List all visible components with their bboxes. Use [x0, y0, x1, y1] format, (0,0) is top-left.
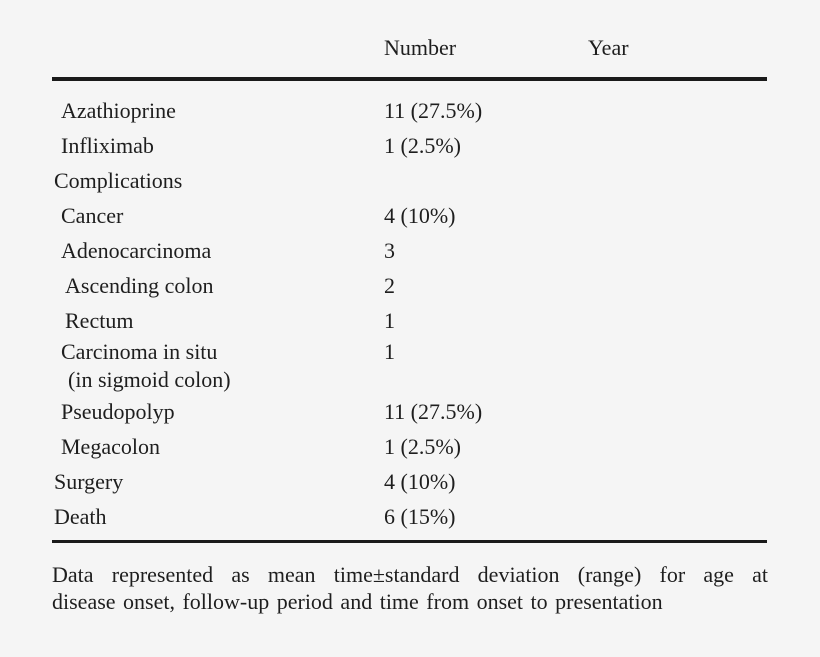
row-year-value: [588, 163, 767, 198]
table-row: Death 6 (15%): [52, 499, 767, 534]
row-label: Azathioprine: [61, 98, 176, 123]
header-spacer: [52, 34, 384, 62]
row-number-value: 6 (15%): [384, 504, 456, 529]
row-year-value: [588, 338, 767, 394]
row-number-value: 3: [384, 238, 395, 263]
row-year-value: [588, 128, 767, 163]
row-year-value: [588, 464, 767, 499]
row-label: Carcinoma in situ (in sigmoid colon): [52, 338, 384, 394]
row-year-value: [588, 429, 767, 464]
row-label: Megacolon: [61, 434, 160, 459]
table-bottom-rule: [52, 540, 767, 543]
table-header-row: Number Year: [52, 0, 767, 62]
row-label: Complications: [54, 168, 183, 193]
row-label: Infliximab: [61, 133, 154, 158]
table-row: Azathioprine 11 (27.5%): [52, 93, 767, 128]
row-number-value: [384, 163, 588, 198]
row-label: Ascending colon: [65, 273, 214, 298]
table-top-rule: [52, 77, 767, 81]
column-header-number: Number: [384, 35, 457, 60]
table-row: Complications: [52, 163, 767, 198]
row-label: Pseudopolyp: [61, 399, 175, 424]
table-row: Adenocarcinoma 3: [52, 233, 767, 268]
row-number-value: 11 (27.5%): [384, 98, 483, 123]
row-number-value: 1 (2.5%): [384, 133, 461, 158]
table-row: Megacolon 1 (2.5%): [52, 429, 767, 464]
row-number-value: 11 (27.5%): [384, 399, 483, 424]
table-row: Surgery 4 (10%): [52, 464, 767, 499]
row-label: Death: [54, 504, 107, 529]
row-year-value: [588, 499, 767, 534]
row-number-value: 2: [384, 273, 395, 298]
row-year-value: [588, 233, 767, 268]
row-number-value: 1 (2.5%): [384, 434, 461, 459]
row-number-value: 4 (10%): [384, 469, 456, 494]
row-number-value: 1: [384, 339, 395, 364]
row-label: Rectum: [65, 308, 134, 333]
row-label-line2: (in sigmoid colon): [68, 367, 231, 392]
row-year-value: [588, 268, 767, 303]
table-row: Pseudopolyp 11 (27.5%): [52, 394, 767, 429]
stats-table: Number Year Azathioprine 11 (27.5%) Infl…: [52, 0, 767, 543]
table-row: Ascending colon 2: [52, 268, 767, 303]
row-label: Surgery: [54, 469, 124, 494]
row-label: Cancer: [61, 203, 124, 228]
footnote-line2: disease onset, follow-up period and time…: [52, 589, 663, 614]
footnote-line1: Data represented as mean time±standard d…: [52, 562, 768, 587]
table-row: Carcinoma in situ (in sigmoid colon) 1: [52, 338, 767, 394]
table-row: Cancer 4 (10%): [52, 198, 767, 233]
row-year-value: [588, 198, 767, 233]
table-row: Infliximab 1 (2.5%): [52, 128, 767, 163]
row-year-value: [588, 394, 767, 429]
table-footnote: Data represented as mean time±standard d…: [52, 561, 768, 615]
column-header-year: Year: [588, 35, 629, 60]
table-row: Rectum 1: [52, 303, 767, 338]
row-year-value: [588, 93, 767, 128]
row-number-value: 4 (10%): [384, 203, 456, 228]
row-number-value: 1: [384, 308, 395, 333]
table-body: Azathioprine 11 (27.5%) Infliximab 1 (2.…: [52, 81, 767, 540]
row-year-value: [588, 303, 767, 338]
row-label-line1: Carcinoma in situ: [61, 339, 218, 364]
row-label: Adenocarcinoma: [61, 238, 212, 263]
